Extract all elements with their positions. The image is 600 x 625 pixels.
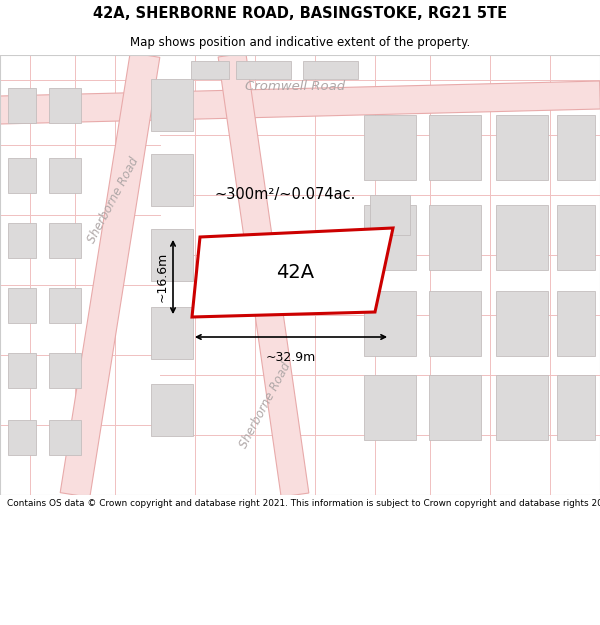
Polygon shape [496,204,548,269]
Text: Sherborne Road: Sherborne Road [237,360,293,450]
Text: ~32.9m: ~32.9m [266,351,316,364]
Polygon shape [429,374,481,439]
Polygon shape [49,158,81,192]
Polygon shape [429,114,481,179]
Polygon shape [49,288,81,322]
Polygon shape [557,114,595,179]
Polygon shape [191,61,229,79]
Polygon shape [8,352,36,388]
Polygon shape [364,114,416,179]
Text: Contains OS data © Crown copyright and database right 2021. This information is : Contains OS data © Crown copyright and d… [7,499,600,508]
Text: Map shows position and indicative extent of the property.: Map shows position and indicative extent… [130,36,470,49]
Polygon shape [8,222,36,258]
Polygon shape [235,61,290,79]
Text: 42A, SHERBORNE ROAD, BASINGSTOKE, RG21 5TE: 42A, SHERBORNE ROAD, BASINGSTOKE, RG21 5… [93,6,507,21]
Polygon shape [370,195,410,235]
Polygon shape [8,419,36,454]
Polygon shape [218,53,309,497]
Polygon shape [496,374,548,439]
Text: ~300m²/~0.074ac.: ~300m²/~0.074ac. [214,188,356,202]
Polygon shape [496,291,548,356]
Polygon shape [49,419,81,454]
Polygon shape [429,291,481,356]
Polygon shape [49,88,81,122]
Text: 42A: 42A [276,264,314,282]
Text: Sherborne Road: Sherborne Road [85,155,141,245]
Polygon shape [429,204,481,269]
Polygon shape [192,228,393,317]
Polygon shape [364,291,416,356]
Polygon shape [557,204,595,269]
Polygon shape [49,222,81,258]
Polygon shape [364,374,416,439]
Polygon shape [0,81,600,124]
Polygon shape [151,79,193,131]
Polygon shape [8,158,36,192]
Polygon shape [364,204,416,269]
Polygon shape [151,154,193,206]
Text: Cromwell Road: Cromwell Road [245,81,345,94]
Polygon shape [49,352,81,388]
Polygon shape [557,374,595,439]
Polygon shape [496,114,548,179]
Polygon shape [151,307,193,359]
Polygon shape [151,384,193,436]
Polygon shape [8,288,36,322]
Text: ~16.6m: ~16.6m [156,252,169,302]
Polygon shape [302,61,358,79]
Polygon shape [8,88,36,122]
Polygon shape [60,52,160,498]
Polygon shape [557,291,595,356]
Polygon shape [151,229,193,281]
